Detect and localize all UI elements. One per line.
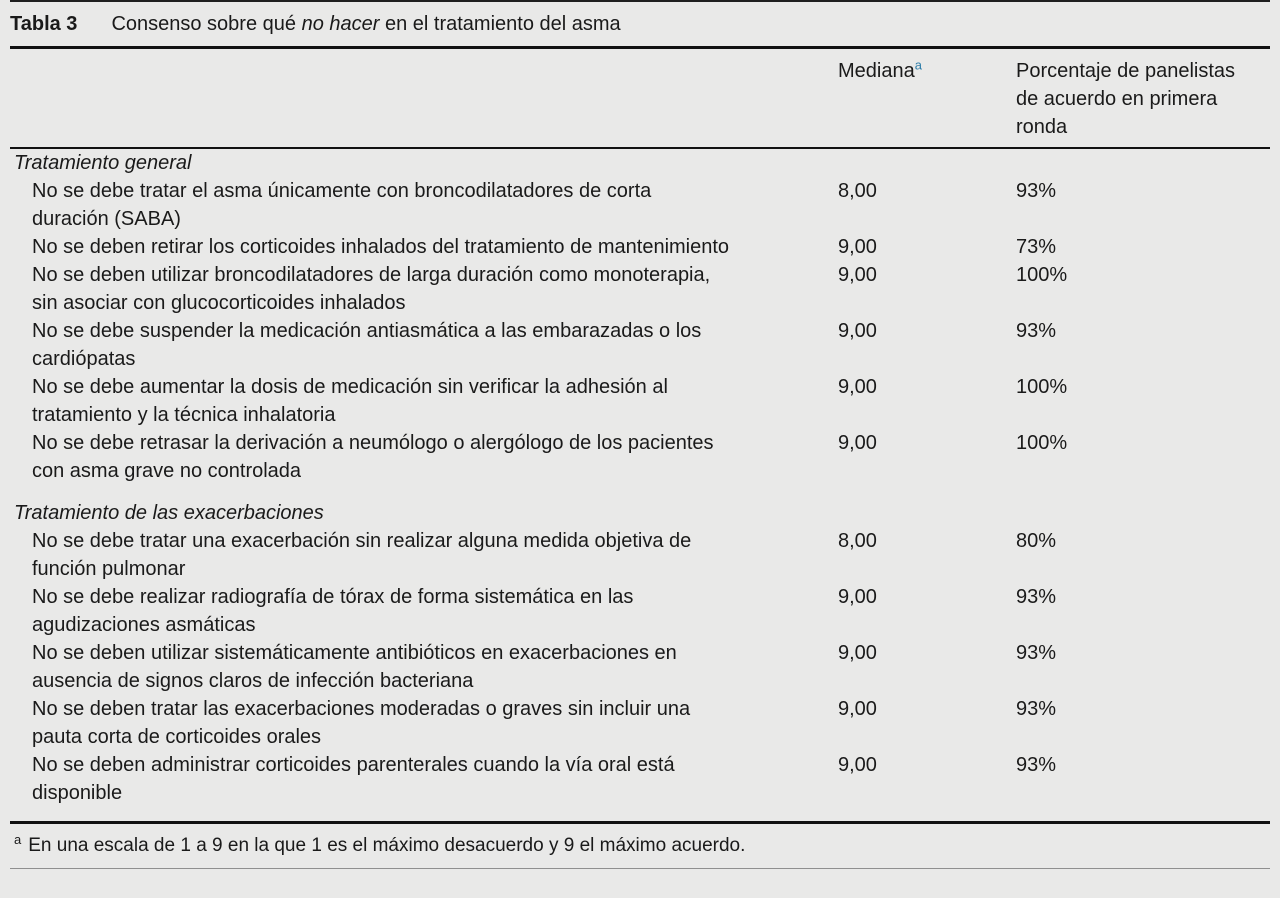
mediana-cell: 9,00 xyxy=(838,432,877,454)
table-row: No se debe tratar el asma únicamente con… xyxy=(10,177,1270,233)
table-row: No se debe realizar radiografía de tórax… xyxy=(10,583,1270,639)
table-body: Tratamiento general No se debe tratar el … xyxy=(10,148,1270,823)
footnote: a En una escala de 1 a 9 en la que 1 es e… xyxy=(10,824,1270,869)
section-header: Tratamiento de las exacerbaciones xyxy=(14,502,324,524)
table-row: No se debe tratar una exacerbación sin r… xyxy=(10,527,1270,583)
section-header: Tratamiento general xyxy=(14,152,192,174)
mediana-cell: 9,00 xyxy=(838,642,877,664)
percent-cell: 93% xyxy=(1016,320,1057,342)
table-row: No se deben administrar corticoides pare… xyxy=(10,751,1270,823)
percent-cell: 100% xyxy=(1016,432,1068,454)
statement-cell: No se deben utilizar broncodilatadores d… xyxy=(32,264,711,314)
mediana-cell: 9,00 xyxy=(838,264,877,286)
table-row: No se debe retrasar la derivación a neum… xyxy=(10,429,1270,485)
table-label: Tabla 3 xyxy=(10,12,78,35)
table-row: No se debe suspender la medicación antia… xyxy=(10,317,1270,373)
percent-cell: 100% xyxy=(1016,264,1068,286)
table-title: Consenso sobre qué no hacer en el tratam… xyxy=(111,13,620,36)
statement-cell: No se debe tratar el asma únicamente con… xyxy=(32,180,652,230)
mediana-cell: 8,00 xyxy=(838,180,877,202)
percent-cell: 100% xyxy=(1016,376,1068,398)
mediana-cell: 9,00 xyxy=(838,586,877,608)
table-row: No se deben utilizar broncodilatadores d… xyxy=(10,261,1270,317)
mediana-cell: 9,00 xyxy=(838,236,877,258)
percent-cell: 93% xyxy=(1016,586,1057,608)
table-row: No se deben retirar los corticoides inha… xyxy=(10,233,1270,261)
table-title-post: en el tratamiento del asma xyxy=(379,12,621,35)
section-row: Tratamiento de las exacerbaciones xyxy=(10,485,1270,527)
statement-cell: No se debe tratar una exacerbación sin r… xyxy=(32,530,692,580)
percent-cell: 93% xyxy=(1016,180,1057,202)
top-rule xyxy=(10,0,1270,2)
mediana-cell: 9,00 xyxy=(838,320,877,342)
percent-cell: 80% xyxy=(1016,530,1057,552)
statement-cell: No se debe suspender la medicación antia… xyxy=(32,320,702,370)
statement-cell: No se debe retrasar la derivación a neum… xyxy=(32,432,714,482)
table-row: No se deben utilizar sistemáticamente an… xyxy=(10,639,1270,695)
mediana-cell: 9,00 xyxy=(838,376,877,398)
mediana-cell: 9,00 xyxy=(838,698,877,720)
table-row: No se debe aumentar la dosis de medicaci… xyxy=(10,373,1270,429)
percent-cell: 93% xyxy=(1016,698,1057,720)
header-row: Medianaa Porcentaje de panelistas de acu… xyxy=(10,46,1270,149)
table-title-italic: no hacer xyxy=(301,12,380,35)
table-caption: Tabla 3 Consenso sobre qué no hacer en e… xyxy=(10,2,1270,46)
table-title-pre: Consenso sobre qué xyxy=(111,12,302,35)
statement-cell: No se deben utilizar sistemáticamente an… xyxy=(32,642,677,692)
statement-column-header xyxy=(10,46,838,149)
percent-cell: 73% xyxy=(1016,236,1057,258)
mediana-footnote-marker: a xyxy=(914,57,922,73)
mediana-column-header: Medianaa xyxy=(838,46,1016,149)
table-row: No se deben tratar las exacerbaciones mo… xyxy=(10,695,1270,751)
section-row: Tratamiento general xyxy=(10,148,1270,177)
porcentaje-column-header: Porcentaje de panelistas de acuerdo en p… xyxy=(1016,46,1270,149)
table-head: Medianaa Porcentaje de panelistas de acu… xyxy=(10,46,1270,149)
statement-cell: No se deben retirar los corticoides inha… xyxy=(32,236,730,258)
percent-cell: 93% xyxy=(1016,642,1057,664)
footnote-marker: a xyxy=(14,831,22,847)
statement-cell: No se debe aumentar la dosis de medicaci… xyxy=(32,376,668,426)
statement-cell: No se deben administrar corticoides pare… xyxy=(32,754,675,804)
footnote-text: En una escala de 1 a 9 en la que 1 es el… xyxy=(28,835,746,856)
statement-cell: No se debe realizar radiografía de tórax… xyxy=(32,586,634,636)
mediana-cell: 9,00 xyxy=(838,754,877,776)
percent-cell: 93% xyxy=(1016,754,1057,776)
consensus-table: Medianaa Porcentaje de panelistas de acu… xyxy=(10,46,1270,824)
mediana-cell: 8,00 xyxy=(838,530,877,552)
statement-cell: No se deben tratar las exacerbaciones mo… xyxy=(32,698,691,748)
mediana-label: Mediana xyxy=(838,60,915,82)
